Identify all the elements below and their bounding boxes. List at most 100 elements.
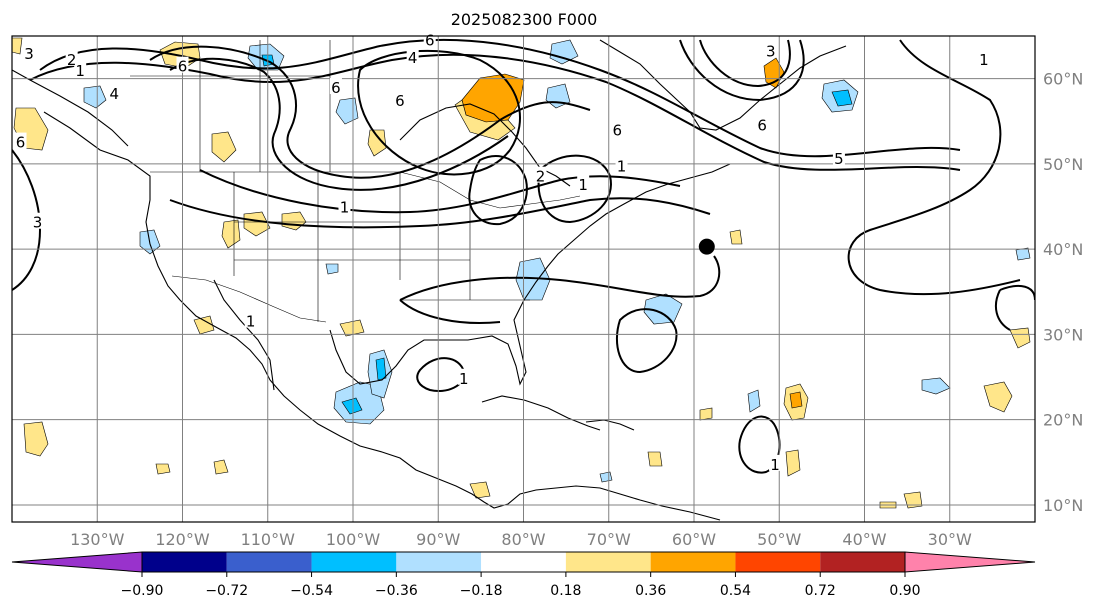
contour-label-bg	[977, 49, 990, 66]
contour-label-bg	[65, 49, 78, 66]
contour-label-bg	[329, 78, 342, 95]
contour-label: 1	[617, 157, 627, 175]
contour-label-bg	[14, 132, 27, 149]
shade-blob	[729, 229, 743, 245]
longitude-axis: 130°W 120°W 110°W 100°W 90°W 80°W 70°W 60°W 50°W…	[70, 530, 972, 549]
isoline	[169, 57, 509, 191]
shade-blob	[647, 451, 663, 467]
gridlines	[12, 36, 1035, 522]
shade-blob	[599, 471, 613, 483]
latitude-tick-label: 20°N	[1043, 411, 1083, 430]
contour-label-bg	[393, 90, 406, 107]
state-lines	[233, 172, 530, 322]
colorbar-tick-label: 0.18	[550, 583, 581, 599]
contour-label-bg	[31, 212, 44, 229]
shade-blob	[921, 377, 951, 395]
shade-blob	[12, 37, 23, 55]
isoline	[199, 169, 681, 214]
shade-blob	[83, 85, 107, 109]
shade-blob	[983, 381, 1013, 413]
shade-blob	[375, 357, 387, 381]
shade-blob	[367, 129, 387, 157]
contour-label-bg	[176, 56, 189, 73]
contour-label: 6	[395, 92, 405, 110]
colorbar-tick-label: −0.36	[375, 583, 418, 599]
contour-label: 3	[24, 45, 34, 63]
shade-blob	[789, 391, 803, 409]
coastline-hispaniola	[585, 419, 635, 431]
contour-label-bg	[611, 120, 624, 137]
shade-blob	[643, 293, 683, 325]
shade-blob	[1009, 327, 1031, 349]
contour-label-bg	[832, 148, 845, 165]
contour-label: 1	[340, 198, 350, 216]
border-us-canada	[150, 171, 581, 209]
shade-blob	[1015, 247, 1031, 261]
colorbar-tick-label: 0.54	[720, 583, 751, 599]
location-marker	[698, 238, 715, 255]
isoline	[357, 49, 521, 176]
longitude-tick-label: 100°W	[326, 530, 381, 549]
shade-blob	[831, 89, 853, 107]
contour-label-bg	[423, 30, 436, 47]
shade-blob	[193, 315, 215, 335]
colorbar-tick-label: −0.72	[205, 583, 248, 599]
shade-blob	[469, 481, 491, 499]
shade-blob	[213, 459, 229, 475]
map-layers	[12, 37, 1035, 521]
borders	[130, 40, 581, 323]
isoline	[169, 197, 711, 229]
shade-blob	[281, 211, 307, 231]
coastline-cuba	[481, 395, 601, 431]
contour-label: 3	[766, 42, 776, 60]
latitude-tick-label: 30°N	[1043, 325, 1083, 344]
colorbar-tick-label: 0.90	[889, 583, 920, 599]
longitude-tick-label: 120°W	[155, 530, 210, 549]
isoline	[399, 255, 721, 325]
shade-blob	[211, 131, 237, 163]
anomaly-shading	[12, 37, 1031, 509]
contour-label: 1	[770, 456, 780, 474]
contour-label-bg	[338, 197, 351, 214]
location-marker-group	[698, 238, 715, 255]
isolines	[12, 38, 1035, 474]
shade-blob	[339, 319, 365, 337]
colorbar-tick-label: −0.90	[121, 583, 164, 599]
longitude-tick-label: 110°W	[241, 530, 296, 549]
contour-label-bg	[764, 41, 777, 58]
latitude-tick-label: 50°N	[1043, 155, 1083, 174]
contour-label: 2	[67, 51, 77, 69]
contour-label-bg	[768, 454, 781, 471]
shade-blob	[155, 463, 171, 475]
contour-label-bg	[244, 311, 257, 328]
isoline	[615, 308, 678, 374]
contour-label: 6	[613, 122, 623, 140]
longitude-tick-label: 60°W	[672, 530, 716, 549]
longitude-tick-label: 130°W	[70, 530, 125, 549]
shade-blob	[341, 397, 363, 415]
contour-label: 6	[757, 117, 767, 135]
colorbar: −0.90 −0.72 −0.54 −0.36 −0.18 0.18 0.36 0.54 0.7…	[11, 551, 1036, 599]
longitude-tick-label: 80°W	[501, 530, 545, 549]
coastline-mexico	[213, 279, 275, 391]
contour-label: 1	[75, 62, 85, 80]
shade-blob	[903, 491, 923, 509]
shade-blob	[461, 73, 525, 123]
contour-label-bg	[457, 368, 470, 385]
longitude-tick-label: 70°W	[587, 530, 631, 549]
colorbar-segment	[226, 552, 312, 572]
isoline	[699, 39, 791, 88]
coastline-north-america	[43, 111, 721, 521]
shade-blob	[23, 421, 49, 457]
isoline	[416, 357, 466, 392]
longitude-tick-label: 50°W	[757, 530, 801, 549]
latitude-tick-label: 60°N	[1043, 70, 1083, 89]
shade-blob	[699, 407, 713, 421]
colorbar-tick-label: −0.18	[460, 583, 503, 599]
contour-label-bg	[108, 83, 121, 100]
latitude-tick-label: 40°N	[1043, 240, 1083, 259]
map-title: 2025082300 F000	[450, 10, 598, 29]
colorbar-segment	[650, 552, 736, 572]
contour-label: 2	[536, 168, 546, 186]
